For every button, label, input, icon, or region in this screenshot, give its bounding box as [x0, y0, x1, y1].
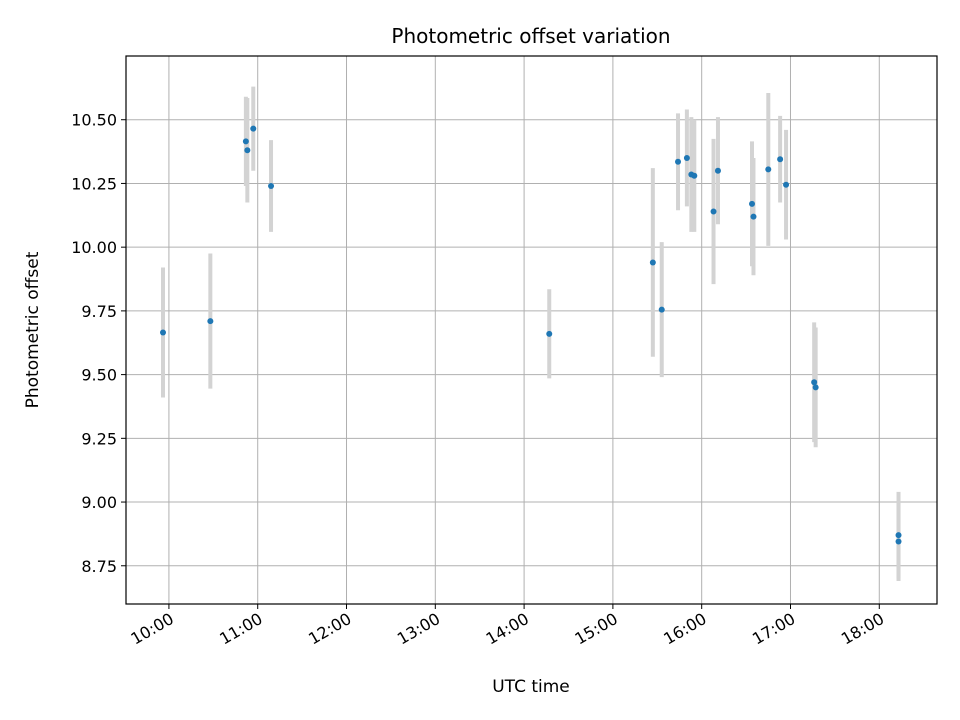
- y-tick-label: 10.25: [71, 174, 117, 193]
- y-tick-label: 9.75: [81, 302, 117, 321]
- chart-title: Photometric offset variation: [391, 24, 670, 48]
- y-tick-label: 9.25: [81, 429, 117, 448]
- x-axis-label: UTC time: [492, 677, 570, 697]
- data-point: [750, 213, 757, 220]
- data-point: [207, 318, 214, 325]
- y-tick-label: 8.75: [81, 557, 117, 576]
- data-point: [159, 329, 166, 336]
- data-point: [811, 379, 818, 386]
- data-point: [675, 158, 682, 165]
- data-point: [765, 166, 772, 173]
- y-tick-label: 10.00: [71, 238, 117, 257]
- y-axis-label: Photometric offset: [23, 251, 43, 408]
- data-point: [777, 156, 784, 163]
- data-point: [691, 172, 698, 179]
- data-points: [159, 125, 902, 545]
- data-point: [812, 384, 819, 391]
- data-point: [658, 306, 665, 313]
- y-axis-ticks: 8.75 9.00 9.25 9.50 9.75 10.00 10.25 10.50: [71, 111, 126, 576]
- data-point: [683, 154, 690, 161]
- y-tick-label: 10.50: [71, 111, 117, 130]
- data-point: [710, 208, 717, 215]
- data-point: [895, 532, 902, 539]
- data-point: [649, 259, 656, 266]
- data-point: [714, 167, 721, 174]
- plot-area-frame: [125, 55, 938, 605]
- data-point: [242, 138, 249, 145]
- data-point: [783, 181, 790, 188]
- data-point: [749, 200, 756, 207]
- data-point: [268, 182, 275, 189]
- grid-lines: [126, 56, 937, 604]
- y-tick-label: 9.50: [81, 366, 117, 385]
- data-point: [895, 538, 902, 545]
- data-point: [244, 147, 251, 154]
- y-tick-label: 9.00: [81, 493, 117, 512]
- data-point: [250, 125, 257, 132]
- data-point: [546, 330, 553, 337]
